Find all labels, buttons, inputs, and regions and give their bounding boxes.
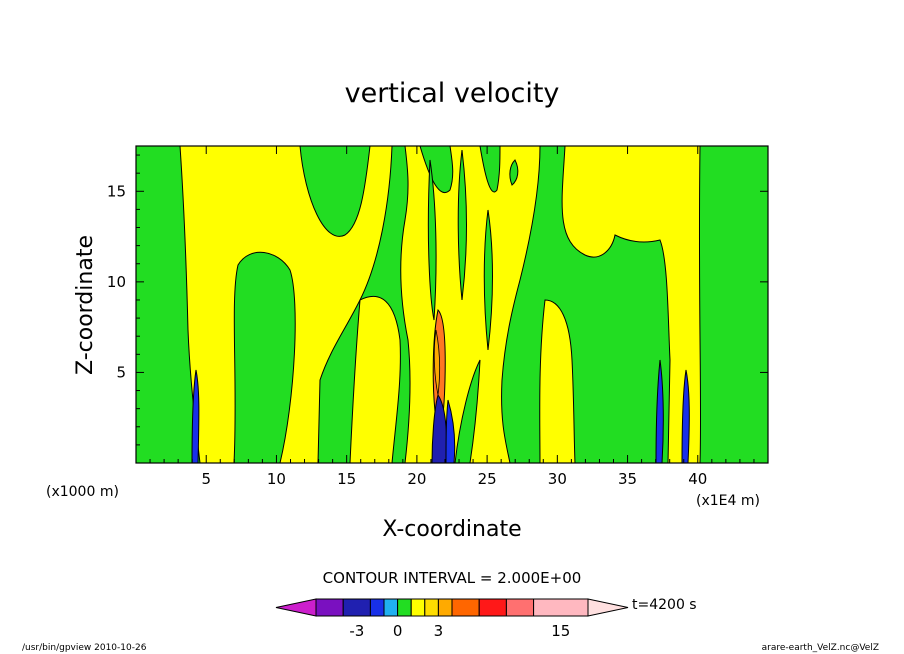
chart-title: vertical velocity [345,78,560,109]
y-tick-label: 15 [107,182,126,200]
colorbar-segment [315,598,344,617]
colorbar-segment [342,598,371,617]
x-tick-label: 5 [201,470,211,488]
colorbar-segment [451,598,480,617]
colorbar [275,598,629,617]
field-green-streak-2 [457,149,467,301]
colorbar-segment [369,598,385,617]
colorbar-labels: -3 0 3 15 [349,622,570,640]
field-yellow-right-mid [539,299,576,463]
field-green-streak-1 [427,159,437,321]
field-green-streak-4 [509,159,519,186]
x-tick-label: 25 [478,470,497,488]
field-yellow-right [561,146,702,463]
footer-left: /usr/bin/gpview 2010-10-26 [22,643,147,653]
colorbar-segment [424,598,439,617]
colorbar-label: -3 [349,622,364,640]
colorbar-segment [437,598,453,617]
time-label: t=4200 s [632,597,697,613]
contour-fields [136,146,768,463]
colorbar-arrow-left [275,598,317,617]
colorbar-label: 15 [551,622,570,640]
plot-frame [135,145,769,464]
x-tick-label: 20 [407,470,426,488]
y-ticks: 5 10 15 [107,154,768,446]
x-ticks: 5 10 15 20 25 30 35 40 [149,146,755,488]
x-unit-right: (x1E4 m) [696,493,760,509]
field-yellow-lower-mid [349,295,401,463]
plot-area: 5 10 15 20 25 30 35 40 5 10 15 [107,145,769,488]
y-tick-label: 5 [116,363,126,381]
colorbar-label: 0 [393,622,403,640]
contour-interval: CONTOUR INTERVAL = 2.000E+00 [323,569,582,587]
colorbar-segment [397,598,412,617]
colorbar-segment [478,598,507,617]
colorbar-arrow-right [587,598,629,617]
x-axis-label: X-coordinate [382,517,521,542]
x-tick-label: 30 [548,470,567,488]
surface-turbulence [191,359,690,463]
x-tick-label: 40 [688,470,707,488]
colorbar-segment [410,598,426,617]
x-tick-label: 10 [267,470,286,488]
field-yellow-left [179,146,393,463]
y-axis-label: Z-coordinate [73,235,98,375]
x-tick-label: 35 [618,470,637,488]
colorbar-segment [505,598,535,617]
colorbar-segment [383,598,399,617]
colorbar-segment [533,598,589,617]
x-tick-label: 15 [337,470,356,488]
footer-right: arare-earth_VelZ.nc@VelZ [762,643,879,653]
x-unit-left: (x1000 m) [46,484,119,500]
field-green-streak-3 [483,209,493,351]
y-tick-label: 10 [107,273,126,291]
colorbar-label: 3 [434,622,444,640]
